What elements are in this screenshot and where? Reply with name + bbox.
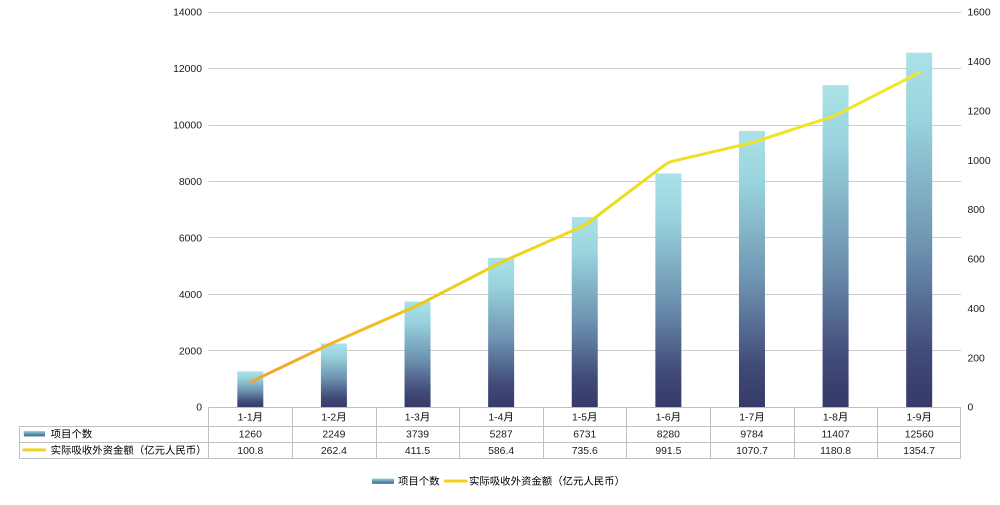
svg-text:411.5: 411.5 — [405, 446, 430, 457]
svg-text:586.4: 586.4 — [488, 446, 514, 457]
svg-text:8280: 8280 — [657, 430, 680, 441]
svg-text:10000: 10000 — [173, 121, 202, 132]
svg-text:1-9: 1-9 — [906, 413, 921, 424]
svg-text:1070.7: 1070.7 — [736, 446, 768, 457]
svg-text:11407: 11407 — [822, 430, 850, 441]
svg-text:1-8: 1-8 — [823, 413, 838, 424]
svg-text:4000: 4000 — [179, 290, 202, 301]
svg-text:2000: 2000 — [179, 346, 202, 357]
svg-text:1-2: 1-2 — [321, 413, 336, 424]
svg-text:262.4: 262.4 — [321, 446, 347, 457]
svg-text:6731: 6731 — [573, 430, 596, 441]
svg-text:9784: 9784 — [740, 430, 763, 441]
svg-text:1-6: 1-6 — [656, 413, 671, 424]
svg-text:400: 400 — [968, 304, 986, 315]
svg-text:800: 800 — [968, 205, 986, 216]
svg-text:1400: 1400 — [968, 57, 991, 68]
svg-text:2249: 2249 — [322, 430, 345, 441]
svg-text:1180.8: 1180.8 — [820, 446, 851, 457]
svg-text:8000: 8000 — [179, 177, 202, 188]
svg-text:1-5: 1-5 — [572, 413, 587, 424]
svg-text:3739: 3739 — [406, 430, 429, 441]
svg-text:14000: 14000 — [173, 8, 202, 19]
svg-text:200: 200 — [968, 353, 986, 364]
svg-text:735.6: 735.6 — [572, 446, 598, 457]
svg-text:600: 600 — [968, 255, 986, 266]
svg-text:1-4: 1-4 — [488, 413, 503, 424]
svg-text:1-7: 1-7 — [739, 413, 754, 424]
svg-text:12000: 12000 — [173, 64, 202, 75]
svg-text:6000: 6000 — [179, 233, 202, 244]
svg-text:0: 0 — [968, 403, 974, 414]
svg-text:0: 0 — [196, 403, 202, 414]
svg-text:1-3: 1-3 — [405, 413, 420, 424]
svg-text:1600: 1600 — [968, 8, 991, 19]
svg-text:1260: 1260 — [239, 430, 262, 441]
svg-text:1354.7: 1354.7 — [903, 446, 935, 457]
svg-text:991.5: 991.5 — [655, 446, 681, 457]
svg-text:1200: 1200 — [968, 106, 991, 117]
svg-text:1000: 1000 — [968, 156, 991, 167]
svg-text:5287: 5287 — [490, 430, 513, 441]
svg-text:1-1: 1-1 — [238, 413, 253, 424]
svg-text:100.8: 100.8 — [237, 446, 263, 457]
svg-text:12560: 12560 — [905, 430, 934, 441]
